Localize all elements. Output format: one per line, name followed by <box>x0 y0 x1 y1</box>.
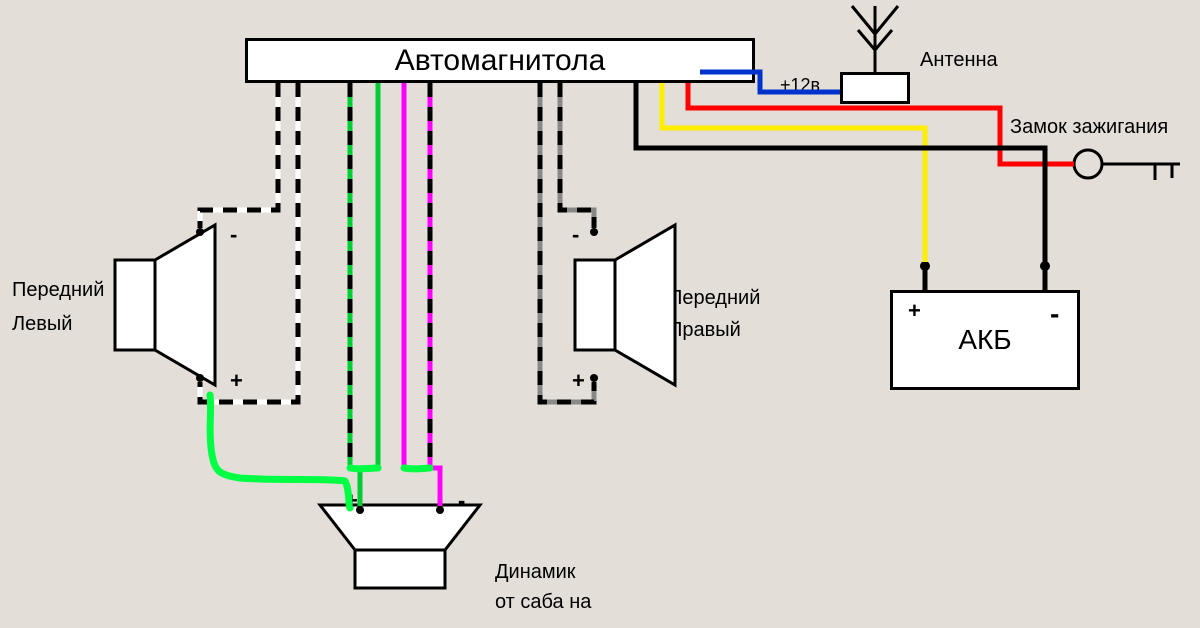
wire-antenna <box>700 72 840 92</box>
hand-drawn-link <box>210 395 430 508</box>
wire-fr-plus <box>540 83 594 402</box>
speaker-sub <box>320 505 480 588</box>
wire-fr-minus <box>560 83 594 228</box>
wire-ignition <box>688 83 1074 164</box>
wire-rr-b <box>404 83 440 506</box>
wire-rl-b <box>360 83 378 506</box>
speaker-front-right <box>575 225 675 385</box>
speaker-front-left <box>115 225 215 385</box>
wire-fl-minus <box>200 83 278 228</box>
key-icon <box>1074 150 1180 180</box>
antenna-icon <box>852 6 898 72</box>
wiring-diagram <box>0 0 1200 628</box>
